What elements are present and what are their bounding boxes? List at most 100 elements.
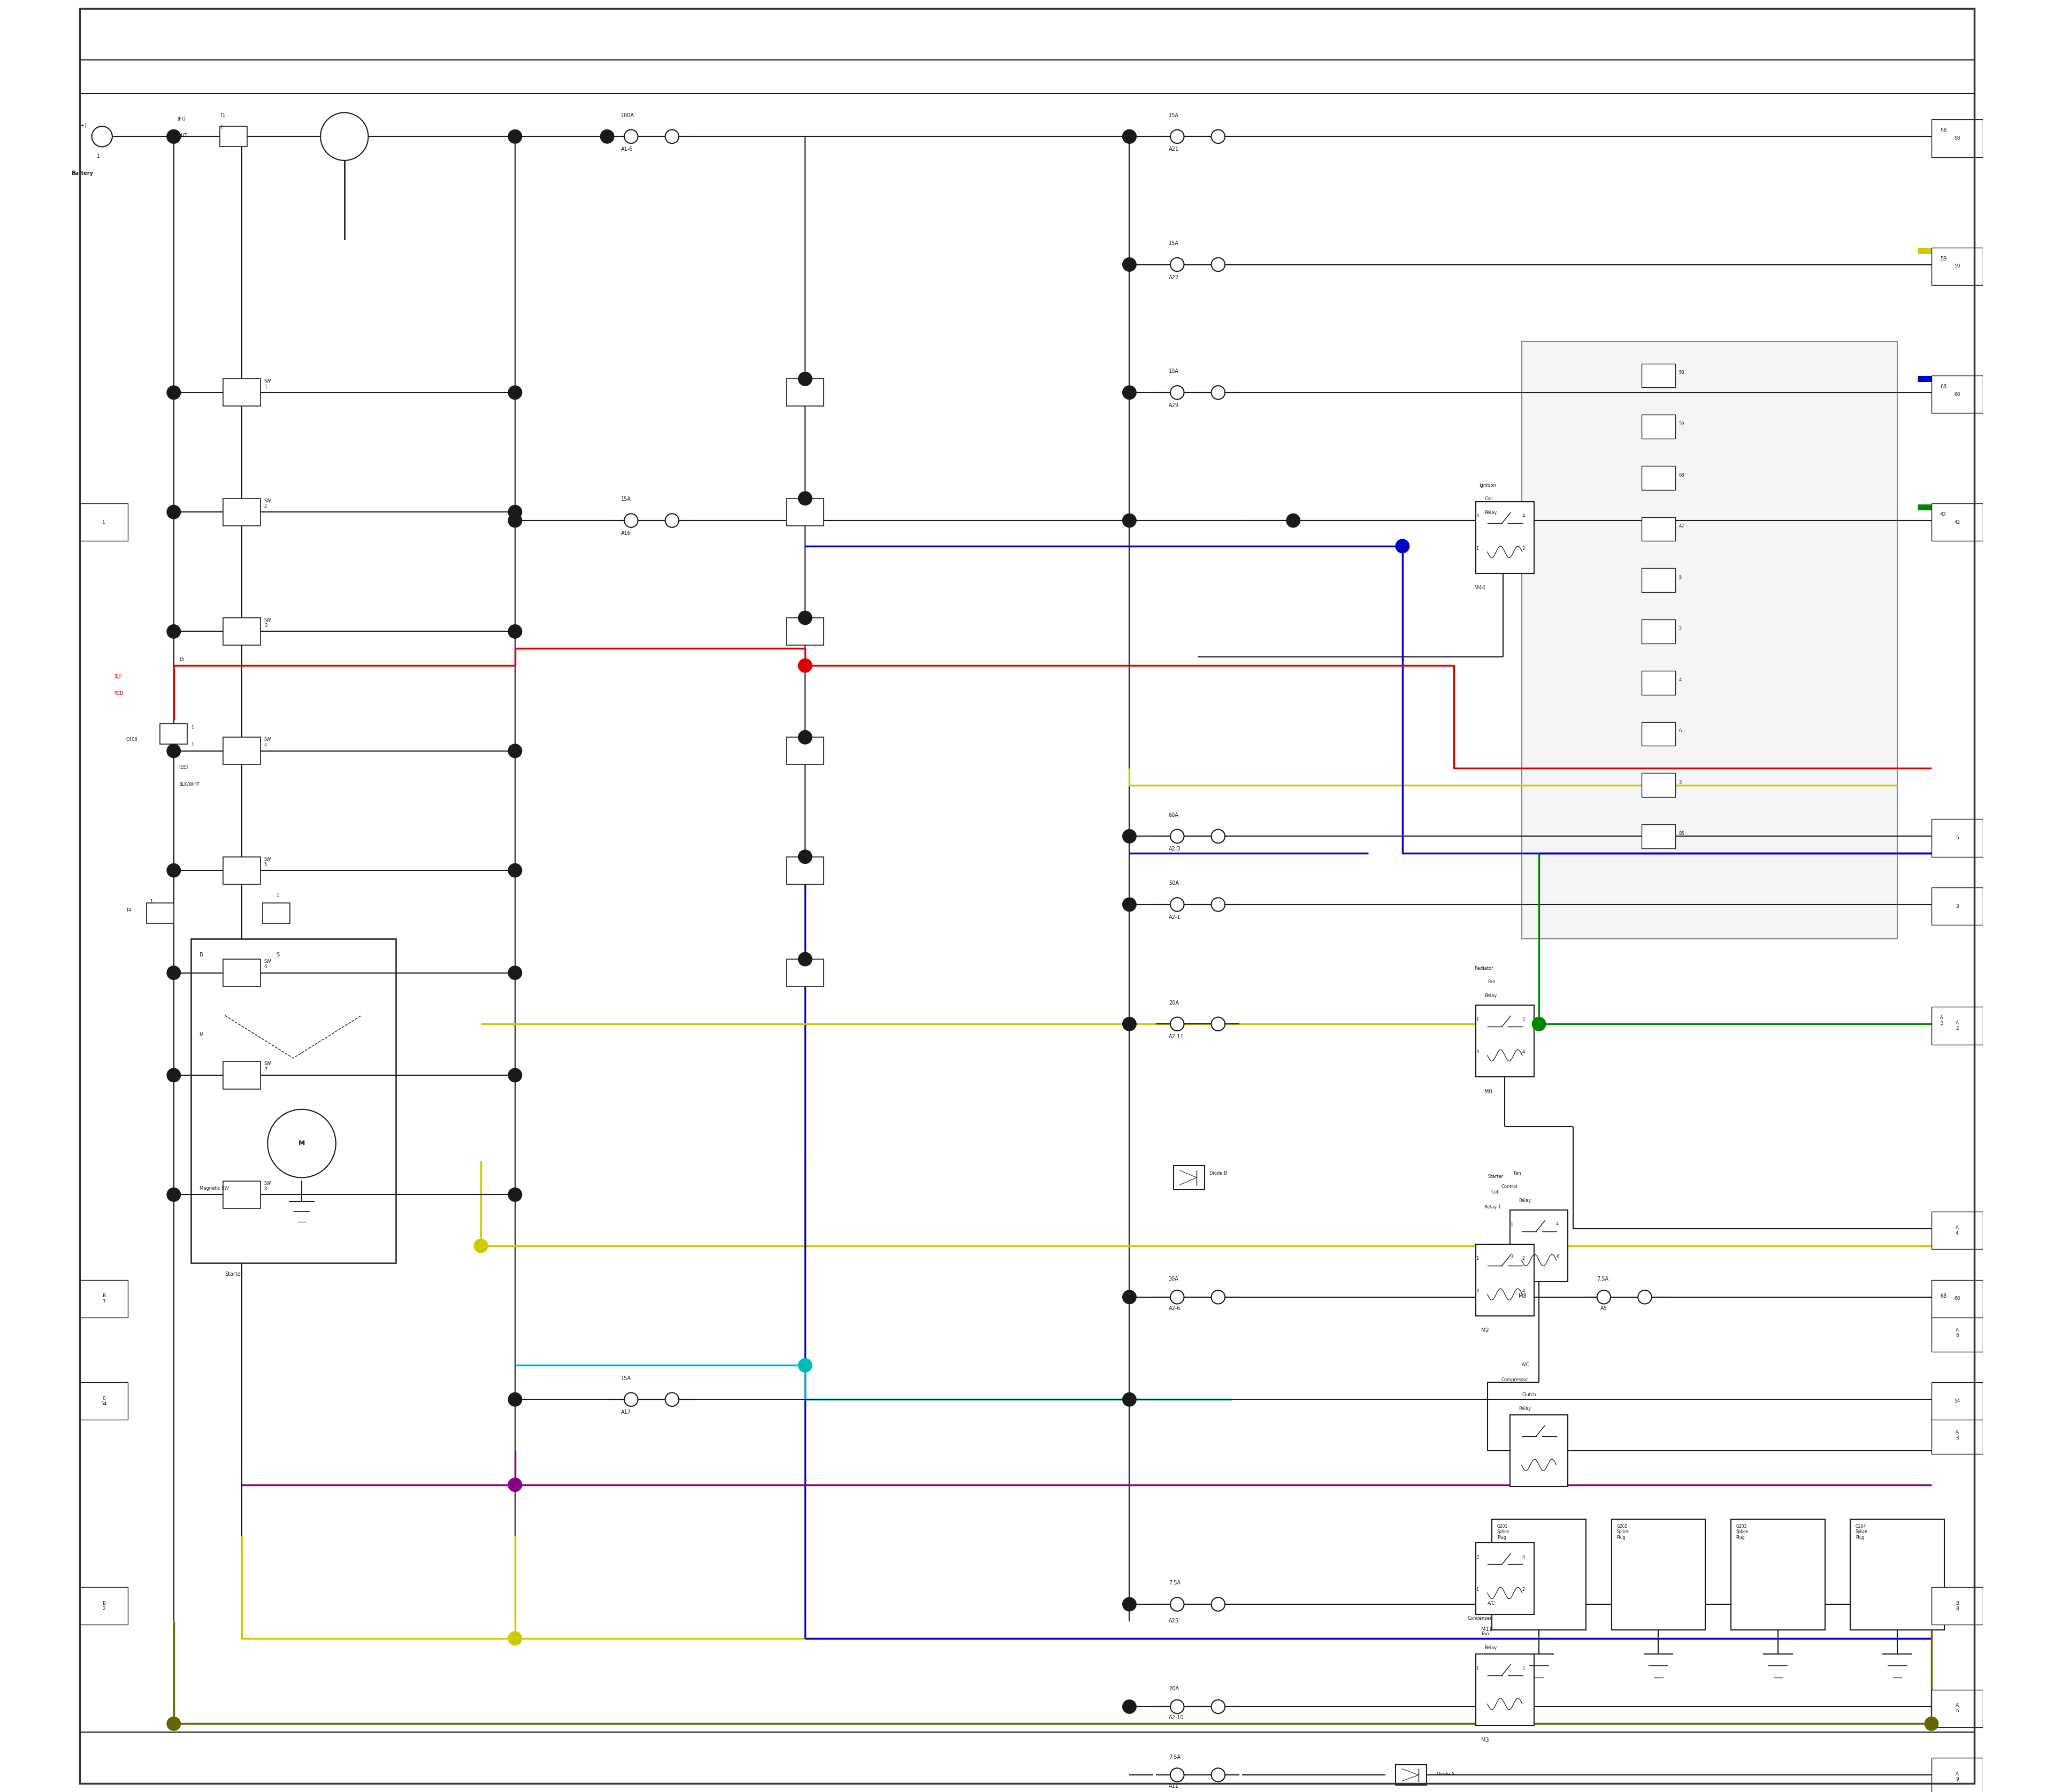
Text: 6: 6: [1678, 729, 1682, 733]
Text: A11: A11: [1169, 1783, 1179, 1788]
Bar: [1931, 1279, 1982, 1317]
Text: A2-3: A2-3: [1169, 846, 1181, 851]
Circle shape: [1171, 898, 1183, 912]
Text: 1: 1: [1477, 1588, 1479, 1591]
Text: 1: 1: [1477, 1667, 1479, 1670]
Circle shape: [1286, 514, 1300, 527]
Text: 60A: 60A: [1169, 812, 1179, 817]
Text: A/C: A/C: [1487, 1600, 1495, 1606]
Bar: [1931, 1314, 1982, 1351]
Bar: [224, 857, 261, 883]
Text: M: M: [199, 1032, 203, 1038]
Text: Diode A: Diode A: [1436, 1772, 1454, 1776]
Text: 1: 1: [150, 900, 152, 905]
Circle shape: [1637, 1290, 1651, 1305]
Circle shape: [799, 373, 811, 385]
Text: 4: 4: [1678, 677, 1682, 683]
Text: 3: 3: [1477, 1288, 1479, 1294]
Text: G203
Splice
Plug: G203 Splice Plug: [1736, 1523, 1748, 1539]
Bar: [1641, 824, 1676, 848]
Circle shape: [267, 1109, 337, 1177]
Bar: [1931, 1382, 1982, 1419]
Text: 30A: 30A: [1169, 1276, 1179, 1281]
Circle shape: [507, 129, 522, 143]
Circle shape: [507, 864, 522, 878]
Circle shape: [507, 1068, 522, 1082]
Bar: [224, 378, 261, 407]
Text: 15A: 15A: [1169, 240, 1179, 246]
Bar: [1477, 1654, 1534, 1726]
Bar: [1641, 722, 1676, 745]
Circle shape: [1171, 1769, 1183, 1781]
Circle shape: [166, 1717, 181, 1731]
Bar: [1641, 414, 1676, 439]
Text: A
6: A 6: [1955, 1702, 1960, 1713]
Circle shape: [799, 952, 811, 966]
Text: WHT: WHT: [177, 133, 187, 138]
Circle shape: [1212, 1018, 1224, 1030]
Bar: [224, 959, 261, 986]
Circle shape: [1124, 1701, 1136, 1713]
Text: 3: 3: [1955, 903, 1960, 909]
Bar: [146, 903, 175, 923]
Circle shape: [1532, 1018, 1547, 1030]
Text: A
2: A 2: [1955, 1020, 1960, 1030]
Text: A17: A17: [620, 1410, 631, 1416]
Text: Clutch: Clutch: [1522, 1392, 1536, 1398]
Text: M44: M44: [1475, 586, 1485, 591]
Text: RED: RED: [113, 692, 123, 695]
Text: Ignition: Ignition: [1479, 484, 1495, 487]
Text: [EE]: [EE]: [179, 765, 189, 769]
Circle shape: [1124, 385, 1136, 400]
Bar: [1477, 1244, 1534, 1315]
Text: 1: 1: [1477, 547, 1479, 550]
Text: Control: Control: [1501, 1185, 1518, 1190]
Bar: [1510, 1210, 1567, 1281]
Circle shape: [166, 129, 181, 143]
Text: Starter: Starter: [224, 1272, 242, 1278]
Bar: [787, 737, 824, 765]
Bar: [80, 504, 127, 541]
Bar: [1641, 620, 1676, 643]
Text: 4: 4: [1557, 1222, 1559, 1228]
Text: A2-10: A2-10: [1169, 1715, 1183, 1720]
Bar: [80, 1588, 127, 1625]
Circle shape: [1212, 830, 1224, 842]
Circle shape: [1124, 129, 1136, 143]
Text: A2-6: A2-6: [1169, 1306, 1181, 1312]
Text: 58: 58: [1953, 136, 1960, 140]
Circle shape: [507, 1188, 522, 1201]
Circle shape: [166, 1068, 181, 1082]
Text: A
6: A 6: [1955, 1328, 1960, 1339]
Bar: [1931, 887, 1982, 925]
Circle shape: [1124, 1392, 1136, 1407]
Bar: [1931, 1690, 1982, 1727]
Circle shape: [799, 1358, 811, 1373]
Bar: [1395, 1765, 1425, 1785]
Text: 10A: 10A: [1169, 369, 1179, 375]
Circle shape: [1598, 1290, 1610, 1305]
Circle shape: [1124, 258, 1136, 271]
Text: A
2: A 2: [1941, 1016, 1943, 1025]
Text: 2: 2: [1522, 1667, 1524, 1670]
Text: 2: 2: [1678, 627, 1682, 631]
Text: Cut: Cut: [1491, 1190, 1499, 1193]
Text: 15A: 15A: [620, 496, 631, 502]
Text: A2-1: A2-1: [1169, 914, 1181, 919]
Circle shape: [507, 1478, 522, 1491]
Circle shape: [166, 625, 181, 638]
Text: Relay: Relay: [1518, 1199, 1530, 1202]
Text: 1: 1: [1477, 1256, 1479, 1262]
Bar: [263, 903, 290, 923]
Bar: [1491, 1520, 1586, 1631]
Text: A1-6: A1-6: [620, 147, 633, 152]
Text: A
9: A 9: [1955, 1772, 1960, 1781]
Bar: [224, 1061, 261, 1090]
Text: [EI]: [EI]: [177, 116, 185, 120]
Text: 15A: 15A: [620, 1376, 631, 1382]
Bar: [1931, 1007, 1982, 1045]
Text: A2-11: A2-11: [1169, 1034, 1183, 1039]
Text: 59: 59: [1941, 256, 1947, 262]
Text: A
4: A 4: [1955, 1226, 1960, 1236]
Circle shape: [799, 849, 811, 864]
